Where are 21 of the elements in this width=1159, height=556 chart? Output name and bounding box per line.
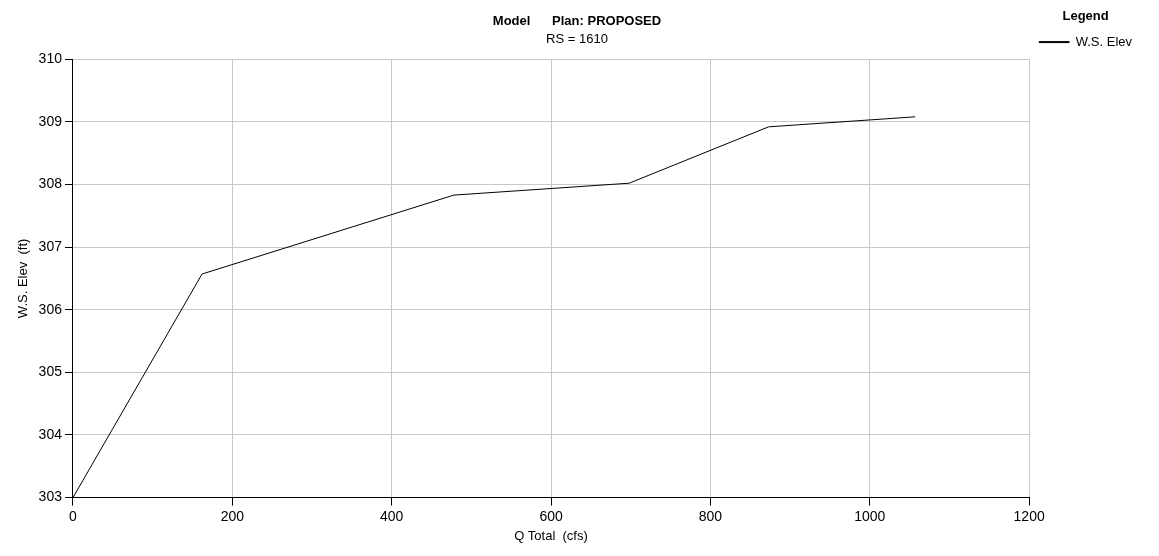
y-tick-label: 309 [38, 112, 63, 129]
y-tick-label: 308 [38, 175, 63, 192]
y-tick-label: 307 [38, 237, 63, 254]
x-tick-label: 400 [380, 507, 404, 524]
x-tick-label: 600 [539, 507, 563, 524]
y-tick-label: 304 [38, 425, 63, 442]
y-axis-title: W.S. Elev (ft) [15, 238, 31, 319]
y-tick-label: 303 [38, 488, 63, 505]
y-tick-label: 305 [38, 363, 63, 380]
legend-title: Legend [1062, 8, 1109, 24]
chart-subtitle: RS = 1610 [546, 30, 608, 46]
y-tick-label: 310 [38, 50, 63, 67]
y-tick-label: 306 [38, 300, 63, 317]
x-axis-title: Q Total (cfs) [514, 527, 588, 543]
legend-label: W.S. Elev [1075, 33, 1133, 49]
x-tick-label: 1200 [1013, 507, 1045, 524]
x-tick-label: 1000 [854, 507, 886, 524]
x-tick-label: 800 [698, 507, 723, 524]
chart-title: Model Plan: PROPOSED [492, 13, 662, 29]
x-tick-label: 0 [69, 507, 78, 524]
x-tick-label: 200 [220, 507, 245, 524]
